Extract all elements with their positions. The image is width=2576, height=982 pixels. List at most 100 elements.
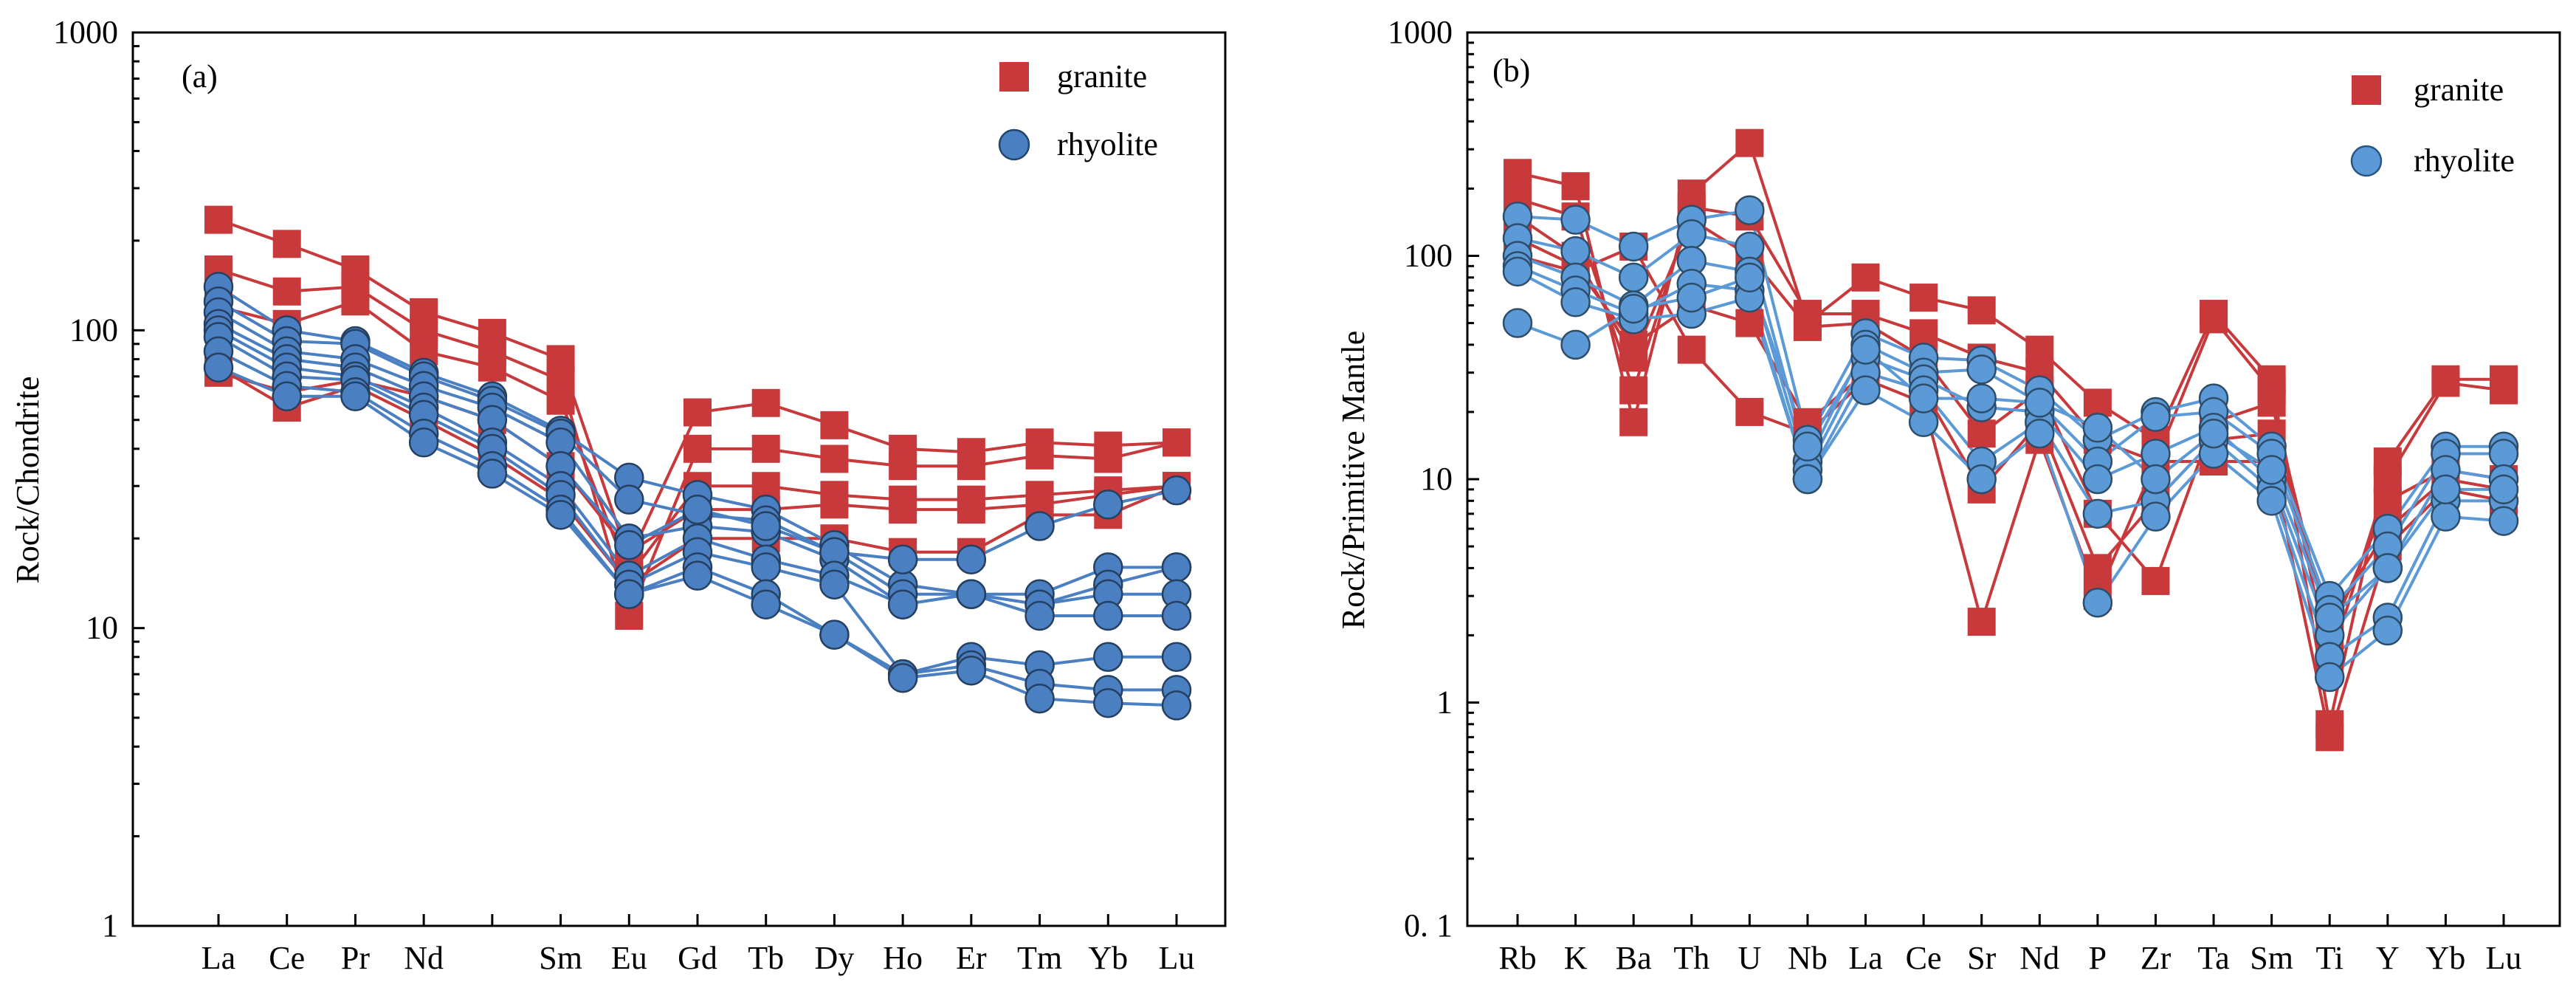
b-point-rhyolite [2431,501,2461,532]
b-x-tick-label: U [1738,940,1761,976]
a-point-rhyolite [1161,475,1192,506]
b-point-rhyolite [2198,419,2229,449]
b-point-granite [1735,397,1764,426]
b-point-rhyolite [2025,419,2055,449]
b-point-rhyolite [1966,383,1997,413]
b-point-granite [1735,128,1764,157]
a-point-rhyolite [1024,600,1055,631]
panel-b-y-axis-title: Rock/Primitive Mantle [1335,331,1371,630]
b-x-tick-label: Rb [1498,940,1536,976]
b-point-granite [2257,388,2286,417]
a-point-rhyolite [272,381,302,412]
b-point-granite [1504,159,1532,188]
a-point-rhyolite [1093,687,1123,718]
a-y-tick-label: 1 [102,907,118,944]
b-point-granite [2373,487,2402,515]
b-point-rhyolite [1735,262,1765,293]
a-point-granite [683,398,712,427]
b-point-granite [2315,723,2344,752]
a-point-rhyolite [1093,490,1123,520]
b-point-granite [1851,263,1880,292]
a-x-tick-label: Er [956,940,987,976]
a-point-granite [820,490,849,519]
a-point-rhyolite [1161,600,1192,631]
b-y-tick-label: 1000 [1388,14,1453,50]
a-point-rhyolite [614,484,644,515]
a-x-tick-label: Tm [1017,940,1062,976]
legend-rhyolite-label: rhyolite [2414,143,2515,179]
a-point-rhyolite [956,655,987,686]
a-point-rhyolite [819,619,850,650]
b-point-rhyolite [2488,506,2519,536]
a-x-tick-label: La [202,940,235,976]
legend-granite-marker [2352,75,2381,105]
panel-b-x-ticks: Rb K Ba Th U Nb La Ce Sr Nd P Zr Ta Sm Ti Y Yb Lu [1498,914,2521,976]
a-point-rhyolite [477,459,508,489]
b-point-granite [1677,335,1706,364]
legend-granite-label: granite [1057,58,1147,95]
b-point-rhyolite [1560,329,1591,360]
b-point-rhyolite [1850,334,1881,365]
b-point-granite [1619,408,1648,436]
b-point-rhyolite [2141,464,2171,495]
b-point-rhyolite [2256,486,2287,516]
a-point-rhyolite [408,428,439,458]
b-point-rhyolite [1618,262,1649,293]
b-point-granite [1735,309,1764,337]
a-point-granite [751,434,780,463]
b-x-tick-label: Sm [2250,940,2293,976]
a-point-rhyolite [614,579,644,609]
b-point-rhyolite [2314,602,2345,633]
b-x-tick-label: Lu [2486,940,2522,976]
b-point-rhyolite [2025,388,2055,418]
b-point-rhyolite [1735,231,1765,262]
a-point-rhyolite [1093,642,1123,673]
a-x-tick-label: Tb [748,940,784,976]
b-y-tick-label: 100 [1404,238,1453,274]
b-point-granite [2141,566,2170,595]
b-point-granite [2083,554,2112,583]
a-point-granite [889,452,917,481]
a-point-granite [272,277,301,306]
b-point-granite [1909,319,1938,348]
a-point-granite [751,388,780,417]
a-point-rhyolite [887,662,918,693]
a-point-granite [341,287,370,316]
b-point-rhyolite [2372,615,2403,646]
a-point-granite [820,411,849,439]
b-point-rhyolite [2141,402,2171,432]
b-series-line-granite [1517,244,2504,738]
a-point-granite [889,495,917,524]
b-point-rhyolite [1966,464,1997,495]
a-x-tick-label: Pr [341,940,370,976]
b-y-tick-label: 10 [1420,461,1453,497]
b-point-granite [2490,376,2518,405]
a-point-rhyolite [1161,642,1192,673]
a-x-tick-label: Gd [678,940,717,976]
b-x-tick-label: Nd [2019,940,2059,976]
b-x-tick-label: Sr [1967,940,1996,976]
a-point-rhyolite [1093,600,1123,631]
a-x-tick-label: Yb [1088,940,1128,976]
a-point-granite [1025,441,1054,470]
a-point-rhyolite [956,579,987,609]
b-point-rhyolite [2141,501,2171,532]
a-point-rhyolite [203,352,234,382]
b-point-granite [2200,305,2228,334]
a-point-rhyolite [956,544,987,574]
a-point-rhyolite [751,589,781,619]
a-point-rhyolite [819,569,850,600]
b-point-rhyolite [1618,231,1649,262]
a-point-rhyolite [614,529,644,560]
b-point-rhyolite [1560,205,1591,235]
b-point-rhyolite [1792,464,1823,495]
b-point-rhyolite [2488,474,2519,505]
b-point-rhyolite [1502,308,1533,338]
a-y-tick-label: 100 [69,312,118,348]
panel-a-y-ticks: 1 10 100 1000 [53,14,145,944]
b-y-tick-label: 1 [1436,684,1453,721]
b-x-tick-label: Yb [2426,940,2466,976]
b-point-rhyolite [2256,455,2287,485]
panel-b-y-ticks: 0. 1 1 10 100 1000 [1388,14,1479,944]
a-point-granite [272,230,301,258]
